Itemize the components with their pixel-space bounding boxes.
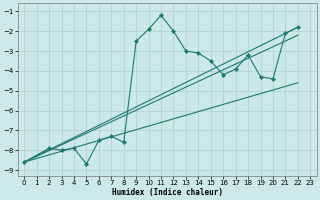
X-axis label: Humidex (Indice chaleur): Humidex (Indice chaleur) xyxy=(112,188,223,197)
